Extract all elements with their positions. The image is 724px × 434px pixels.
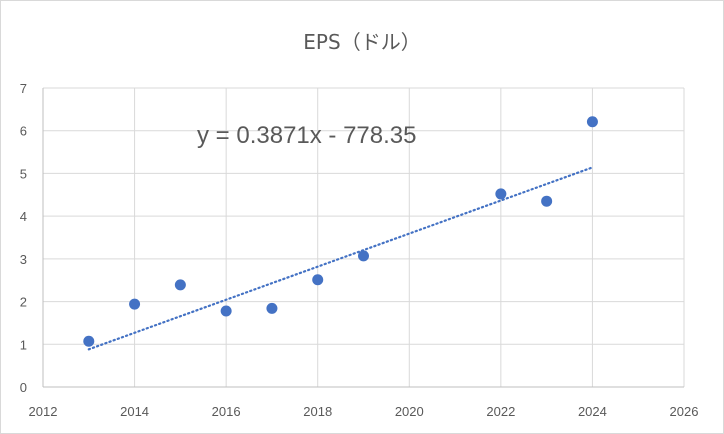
trendline-path [87,166,594,351]
x-tick-label: 2014 [120,404,149,419]
y-tick-label: 3 [20,252,27,267]
x-tick-label: 2016 [212,404,241,419]
trendline-equation: y = 0.3871x - 778.35 [197,122,417,149]
x-tick-label: 2026 [670,404,699,419]
y-tick-label: 1 [20,337,27,352]
data-point [220,305,232,317]
axes [42,88,684,388]
tick-labels: 2012 2014 2016 2018 2020 2022 2024 2026 0 1 2 3 4 5 6 7 [20,81,699,419]
gridlines [43,87,685,387]
data-point [358,250,369,262]
y-tick-label: 4 [20,209,27,224]
data-point [129,298,141,310]
chart-title: EPS（ドル） [303,30,420,54]
data-point [312,274,324,286]
data-point [174,279,186,291]
x-tick-label: 2024 [578,404,607,419]
trendline [87,166,594,351]
data-point [83,335,95,347]
y-tick-label: 7 [20,81,27,96]
x-tick-label: 2012 [29,404,58,419]
y-tick-label: 6 [20,124,27,139]
data-points [83,116,598,347]
y-tick-label: 5 [20,166,27,181]
y-tick-label: 2 [20,295,27,310]
x-tick-label: 2022 [486,404,515,419]
data-point [266,302,278,314]
x-tick-label: 2018 [303,404,332,419]
data-point [586,116,598,128]
data-point [541,195,553,207]
data-point [495,188,507,200]
x-tick-label: 2020 [395,404,424,419]
y-tick-label: 0 [20,380,27,395]
